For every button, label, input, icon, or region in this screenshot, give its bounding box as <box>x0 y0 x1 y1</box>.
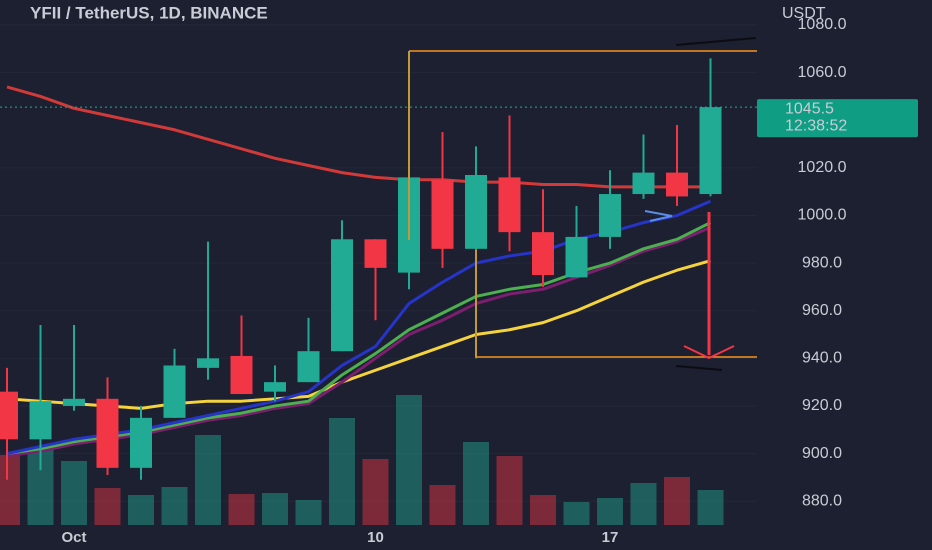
chart-title: YFII / TetherUS, 1D, BINANCE <box>30 3 268 22</box>
y-tick-label: 1000.0 <box>798 207 847 224</box>
candle-body <box>699 107 722 195</box>
candle-body <box>197 358 219 368</box>
volume-bar <box>0 455 20 525</box>
candle-layer <box>0 51 722 480</box>
volume-bar <box>195 435 221 525</box>
volume-bar <box>396 395 422 525</box>
volume-bar <box>228 494 255 525</box>
volume-bar <box>597 498 623 525</box>
volume-bar <box>697 490 724 525</box>
candle-body <box>96 398 119 468</box>
candle-body <box>532 232 554 275</box>
y-tick-label: 940.0 <box>802 350 842 367</box>
x-tick-label: 17 <box>602 529 619 546</box>
volume-bar <box>128 495 154 525</box>
price-axis: 880.0 900.0 920.0 940.0 960.0 980.0 1000.0 1020… <box>61 16 918 546</box>
arrow-small <box>644 210 673 222</box>
volume-bar <box>630 483 657 525</box>
y-tick-label: 960.0 <box>802 302 842 319</box>
candle-body <box>666 172 688 197</box>
x-tick-label: Oct <box>61 529 86 546</box>
ma-line <box>6 199 712 456</box>
candle-body <box>632 172 655 195</box>
candle-body <box>498 177 521 233</box>
arrow <box>683 212 735 360</box>
volume-bar <box>161 487 188 525</box>
volume-bar <box>496 456 523 525</box>
volume-bar <box>362 459 389 525</box>
y-tick-label: 880.0 <box>802 492 842 509</box>
ma-line <box>6 259 711 410</box>
volume-layer <box>0 395 724 525</box>
volume-bar <box>530 495 556 525</box>
countdown: 12:38:52 <box>785 117 847 134</box>
candle-body <box>297 351 320 383</box>
y-tick-label: 920.0 <box>802 397 842 414</box>
trend-line <box>675 365 723 371</box>
candle-body <box>465 175 487 249</box>
x-tick-label: 10 <box>367 529 384 546</box>
y-tick-label: 1060.0 <box>798 64 847 81</box>
arrow-head <box>683 345 735 360</box>
ma-line <box>6 221 712 456</box>
ma-line <box>6 226 712 458</box>
candle-body <box>29 401 52 440</box>
y-tick-label: 980.0 <box>802 254 842 271</box>
candle-body <box>565 236 588 278</box>
candle-body <box>230 355 253 395</box>
y-tick-label: 1080.0 <box>798 16 847 33</box>
volume-bar <box>664 477 690 525</box>
candle-body <box>0 391 18 440</box>
y-tick-label: 900.0 <box>802 445 842 462</box>
price-label: 1045.5 <box>785 100 834 117</box>
candle-body <box>163 365 186 418</box>
volume-bar <box>563 502 590 525</box>
trend-marks <box>675 37 757 371</box>
volume-bar <box>295 500 322 525</box>
volume-bar <box>463 442 489 525</box>
candle-body <box>364 239 387 268</box>
axis-unit: USDT <box>782 5 826 22</box>
candle-body <box>599 194 621 237</box>
volume-bar <box>262 493 288 525</box>
ma-layer <box>0 85 757 458</box>
candle-body <box>63 398 85 406</box>
volume-bar <box>329 418 355 525</box>
candle-body <box>264 382 286 392</box>
volume-bar <box>429 485 456 525</box>
candle-body <box>331 239 353 352</box>
y-tick-label: 1020.0 <box>798 159 847 176</box>
ma-line <box>6 85 711 189</box>
price-label-box <box>757 99 918 138</box>
candle-body <box>431 179 454 249</box>
trend-line <box>675 37 757 46</box>
candle-body <box>130 417 152 468</box>
volume-bar <box>94 488 121 525</box>
volume-bar <box>61 461 87 525</box>
